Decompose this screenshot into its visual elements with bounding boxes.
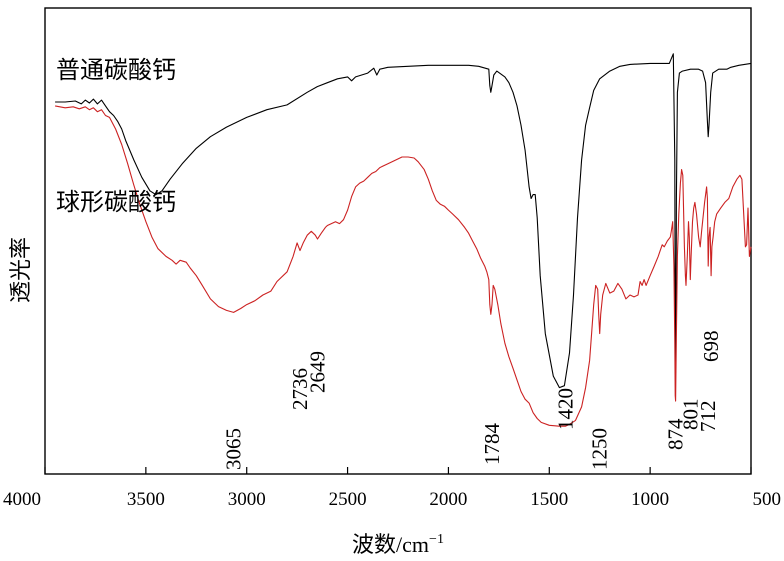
- peak-label: 1250: [588, 428, 612, 470]
- series-label-ordinary: 普通碳酸钙: [56, 56, 176, 84]
- peak-label: 712: [696, 401, 720, 433]
- peak-label: 1420: [553, 388, 577, 430]
- peak-label: 698: [699, 331, 723, 363]
- series-label-spherical: 球形碳酸钙: [56, 188, 176, 216]
- peak-label: 2736: [288, 368, 312, 410]
- peak-label: 3065: [222, 428, 246, 470]
- y-axis-label: 透光率: [9, 237, 34, 303]
- peak-label: 2649: [306, 351, 330, 393]
- peak-label: 801: [678, 399, 702, 431]
- x-tick-label: 4000: [3, 489, 41, 510]
- x-tick-label: 3000: [228, 489, 266, 510]
- x-tick-label: 500: [753, 489, 782, 510]
- x-axis-label-main: 波数/cm: [352, 532, 429, 557]
- x-tick-label: 1000: [631, 489, 669, 510]
- series-lines: [54, 53, 752, 427]
- x-tick-label: 1500: [530, 489, 568, 510]
- x-tick-label: 2500: [329, 489, 367, 510]
- series-line-ordinary: [55, 53, 752, 389]
- peak-label: 874: [664, 418, 688, 450]
- x-axis-tick-labels: 4000 3500 3000 2500 2000 1500 1000 500: [3, 489, 781, 510]
- x-axis-label: 波数/cm−1: [352, 532, 444, 557]
- x-axis-label-superscript: −1: [429, 532, 444, 547]
- plot-frame: [44, 7, 752, 475]
- x-tick-label: 3500: [127, 489, 165, 510]
- x-tick-label: 2000: [429, 489, 467, 510]
- peak-label: 1784: [480, 423, 504, 466]
- x-axis-ticks: [44, 467, 752, 474]
- series-line-spherical: [54, 105, 752, 427]
